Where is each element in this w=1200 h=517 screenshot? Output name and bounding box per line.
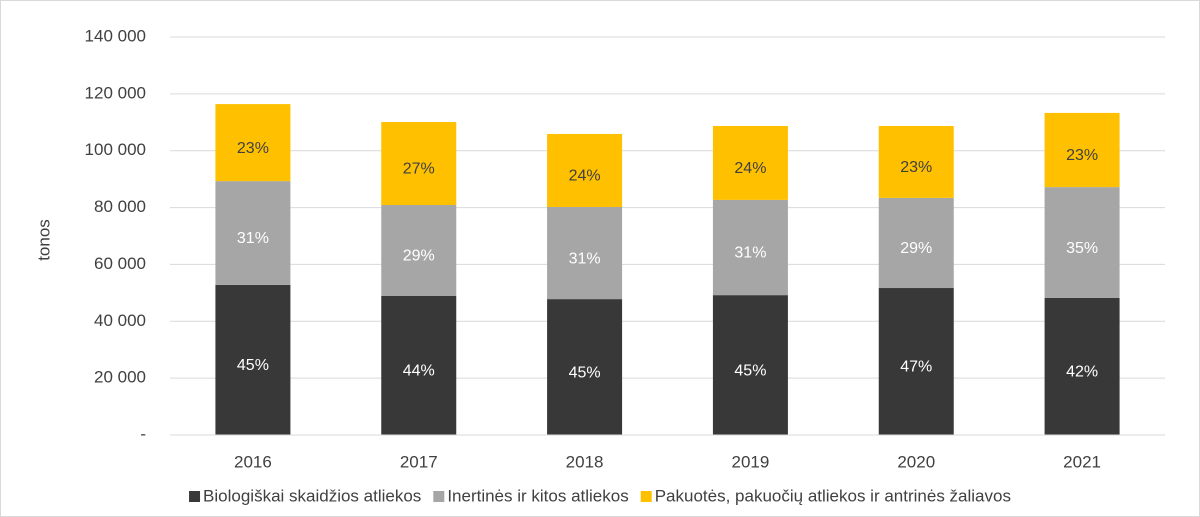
value-label: 47% xyxy=(900,359,932,376)
x-tick-label: 2017 xyxy=(400,452,438,471)
value-label: 45% xyxy=(237,357,269,374)
value-label: 23% xyxy=(237,140,269,157)
bar-segment xyxy=(547,299,623,435)
value-label: 44% xyxy=(403,363,435,380)
bar-segment xyxy=(1044,187,1120,298)
value-label: 45% xyxy=(734,362,766,379)
legend-label: Pakuotės, pakuočių atliekos ir antrinės … xyxy=(655,486,1011,505)
x-tick-label: 2018 xyxy=(566,452,604,471)
bar-segment xyxy=(878,125,954,198)
bar-segment xyxy=(381,205,457,296)
value-label: 42% xyxy=(1066,364,1098,381)
y-tick-label: 140 000 xyxy=(85,26,146,45)
value-label: 27% xyxy=(403,161,435,178)
y-tick-label: 40 000 xyxy=(94,311,146,330)
bar-segment xyxy=(381,122,457,206)
y-axis-label: tonos xyxy=(34,219,53,261)
x-tick-label: 2019 xyxy=(732,452,770,471)
legend-swatch xyxy=(433,491,445,502)
value-label: 23% xyxy=(1066,147,1098,164)
bar-segment xyxy=(1044,112,1120,188)
bar-segment xyxy=(712,199,788,296)
bar-segment xyxy=(547,207,623,300)
value-label: 29% xyxy=(900,240,932,257)
value-label: 29% xyxy=(403,248,435,265)
bar-segment xyxy=(215,284,291,435)
value-label: 35% xyxy=(1066,240,1098,257)
value-label: 31% xyxy=(237,230,269,247)
bar-segment xyxy=(215,104,291,182)
bar-segment xyxy=(215,181,291,285)
bar-segment xyxy=(712,125,788,200)
x-tick-label: 2020 xyxy=(897,452,935,471)
y-tick-label: 80 000 xyxy=(94,197,146,216)
y-tick-label: 120 000 xyxy=(85,83,146,102)
value-label: 24% xyxy=(734,160,766,177)
legend-label: Biologiškai skaidžios atliekos xyxy=(203,486,421,505)
value-label: 23% xyxy=(900,159,932,176)
y-tick-label: 100 000 xyxy=(85,140,146,159)
legend-label: Inertinės ir kitos atliekos xyxy=(447,486,628,505)
bar-segment xyxy=(1044,297,1120,435)
y-tick-label: 60 000 xyxy=(94,254,146,273)
y-tick-label: - xyxy=(140,424,146,443)
y-tick-label: 20 000 xyxy=(94,368,146,387)
bar-segment xyxy=(547,133,623,208)
x-tick-label: 2016 xyxy=(234,452,272,471)
bar-segment xyxy=(878,288,954,435)
bar-segment xyxy=(381,295,457,435)
legend-swatch xyxy=(189,491,201,502)
value-label: 31% xyxy=(734,245,766,262)
value-label: 24% xyxy=(569,168,601,185)
bar-segment xyxy=(712,295,788,435)
value-label: 31% xyxy=(569,250,601,267)
bar-segment xyxy=(878,197,954,289)
x-tick-label: 2021 xyxy=(1063,452,1101,471)
legend-swatch xyxy=(640,491,652,502)
value-label: 45% xyxy=(569,364,601,381)
